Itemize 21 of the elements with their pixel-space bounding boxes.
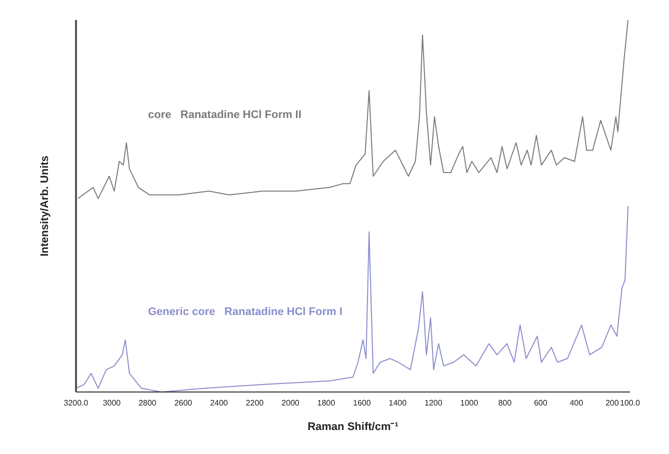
x-tick-label: 800 (498, 398, 512, 408)
x-tick-label: 2000 (282, 398, 300, 408)
x-tick-label: 1600 (353, 398, 372, 408)
text: Generic core Ranatadine HCl Form I (148, 306, 342, 318)
x-tick-label: 600 (534, 398, 548, 408)
x-tick-label: 100.0 (620, 398, 641, 408)
x-tick-label: 2200 (246, 398, 264, 408)
x-tick-label: 1400 (388, 398, 408, 408)
x-tick-label: 3000 (102, 398, 122, 408)
text: core Ranatadine HCl Form II (148, 108, 302, 121)
x-tick-label: 1200 (424, 398, 443, 408)
x-tick-label: 2400 (210, 398, 228, 408)
x-tick-label: 400 (570, 398, 584, 408)
x-tick-label: 2800 (138, 398, 157, 408)
x-tick-label: 1000 (460, 398, 479, 408)
x-axis-title: Raman Shift/cm⁻¹ (308, 421, 399, 433)
x-tick-label: 1800 (317, 398, 336, 408)
x-tick-label: 200 (605, 398, 620, 408)
y-axis-title: Intensity/Arb. Units (38, 156, 51, 256)
x-tick-label: 3200.0 (64, 398, 89, 408)
x-tick-label: 2600 (174, 398, 193, 408)
